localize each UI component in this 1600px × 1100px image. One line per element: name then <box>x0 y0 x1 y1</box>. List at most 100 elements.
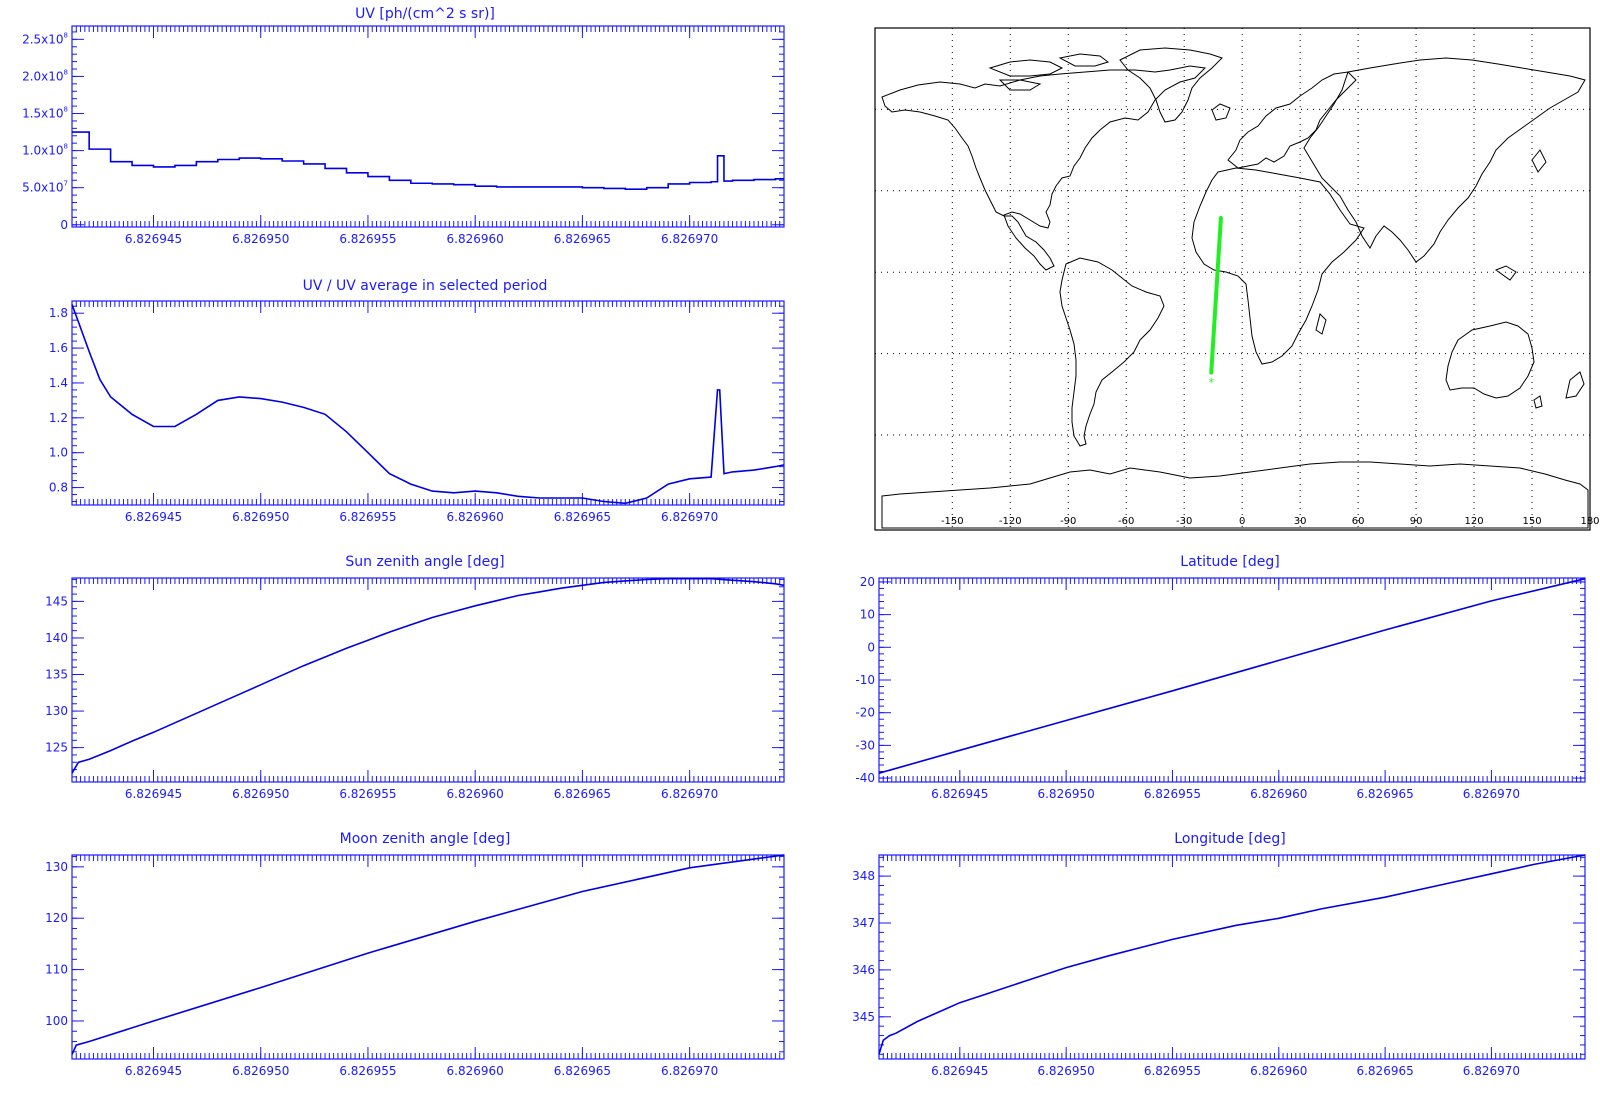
map-longitude-label: 150 <box>1522 516 1541 527</box>
uv-ratio-plot-frame <box>71 300 785 506</box>
x-tick-label: 6.826955 <box>1144 1064 1201 1078</box>
uv-plot-frame <box>71 25 785 228</box>
y-tick-label: 125 <box>45 741 68 755</box>
coast-arctic-islands <box>988 53 1110 91</box>
map-longitude-label: 60 <box>1352 516 1365 527</box>
moon-zenith-plot-frame <box>71 854 785 1060</box>
x-tick-label: 6.826965 <box>554 510 611 524</box>
y-tick-label: 0 <box>60 218 68 232</box>
y-tick-label: 5.0x107 <box>22 180 68 195</box>
y-tick-label: 0.8 <box>49 481 68 495</box>
y-tick-label: 10 <box>860 608 875 622</box>
uv-ratio-series-line <box>71 304 785 505</box>
latitude-plot-frame <box>878 577 1586 783</box>
y-tick-label: 2.5x108 <box>22 31 68 46</box>
sun-zenith-title: Sun zenith angle [deg] <box>345 554 504 570</box>
x-tick-label: 6.826970 <box>661 510 718 524</box>
x-tick-label: 6.826950 <box>1037 1064 1094 1078</box>
x-tick-label: 6.826960 <box>447 1064 504 1078</box>
coast-antarctica <box>881 461 1589 529</box>
y-tick-label: 1.8 <box>49 306 68 320</box>
sun-zenith-plot-frame <box>71 577 785 783</box>
map-longitude-label: 120 <box>1465 516 1484 527</box>
y-tick-label: 140 <box>45 631 68 645</box>
moon-zenith-title: Moon zenith angle [deg] <box>340 831 511 847</box>
uv-series-line <box>72 131 784 190</box>
longitude-title: Longitude [deg] <box>1174 831 1285 847</box>
coast-north-america <box>881 65 1207 271</box>
x-tick-label: 6.826950 <box>232 1064 289 1078</box>
x-tick-label: 6.826960 <box>1250 1064 1307 1078</box>
uv-panel: UV [ph/(cm^2 s sr)] 6.826945 6.826950 6.82… <box>22 6 785 246</box>
y-tick-label: 1.0x108 <box>22 143 68 158</box>
x-tick-label: 6.826945 <box>125 510 182 524</box>
coast-greenland <box>1119 47 1223 123</box>
y-tick-label: -40 <box>855 771 875 785</box>
longitude-axes: 6.826945 6.826950 6.826955 6.826960 6.826965… <box>852 854 1586 1078</box>
uv-ratio-panel: UV / UV average in selected period 6.826… <box>49 278 785 524</box>
x-tick-label: 6.826960 <box>447 787 504 801</box>
coast-australia <box>1445 321 1585 409</box>
x-tick-label: 6.826970 <box>1463 787 1520 801</box>
moon-zenith-axes: 6.826945 6.826950 6.826955 6.826960 6.826965… <box>45 854 785 1078</box>
y-tick-label: 1.2 <box>49 411 68 425</box>
map-longitude-label: 180 <box>1580 516 1599 527</box>
y-tick-label: 110 <box>45 963 68 977</box>
x-tick-label: 6.826955 <box>339 787 396 801</box>
map-longitude-label: -30 <box>1176 516 1192 527</box>
x-tick-label: 6.826970 <box>661 1064 718 1078</box>
x-tick-label: 6.826955 <box>339 232 396 246</box>
coast-south-america <box>1059 257 1165 447</box>
uv-title: UV [ph/(cm^2 s sr)] <box>355 6 495 22</box>
longitude-plot-frame <box>878 854 1586 1060</box>
x-tick-label: 6.826970 <box>661 232 718 246</box>
uv-ratio-title: UV / UV average in selected period <box>303 278 548 294</box>
latitude-axes: 6.826945 6.826950 6.826955 6.826960 6.826965… <box>855 575 1586 801</box>
x-tick-label: 6.826955 <box>339 1064 396 1078</box>
y-tick-label: 0 <box>867 640 875 654</box>
longitude-series-line <box>878 854 1586 1055</box>
x-tick-label: 6.826945 <box>931 1064 988 1078</box>
y-tick-label: 1.4 <box>49 376 68 390</box>
latitude-title: Latitude [deg] <box>1180 554 1279 570</box>
longitude-panel: Longitude [deg] 6.826945 6.826950 6.826955… <box>852 831 1586 1078</box>
map-longitude-label: -90 <box>1060 516 1076 527</box>
sun-zenith-axes: 6.826945 6.826950 6.826955 6.826960 6.826965… <box>45 577 785 801</box>
y-tick-label: 130 <box>45 704 68 718</box>
moon-zenith-panel: Moon zenith angle [deg] 6.826945 6.826950… <box>45 831 785 1078</box>
satellite-ground-track <box>1209 215 1223 375</box>
y-tick-label: 1.6 <box>49 341 68 355</box>
x-tick-label: 6.826960 <box>447 510 504 524</box>
y-tick-label: 345 <box>852 1010 875 1024</box>
x-tick-label: 6.826955 <box>339 510 396 524</box>
uv-axes: 6.826945 6.826950 6.826955 6.826960 6.826965… <box>22 25 785 246</box>
y-tick-label: 346 <box>852 963 875 977</box>
x-tick-label: 6.826965 <box>554 232 611 246</box>
x-tick-label: 6.826970 <box>661 787 718 801</box>
map-longitude-label: -60 <box>1118 516 1134 527</box>
map-longitude-label: -150 <box>941 516 964 527</box>
x-tick-label: 6.826960 <box>447 232 504 246</box>
y-tick-label: 348 <box>852 869 875 883</box>
map-longitude-label: 30 <box>1294 516 1307 527</box>
y-tick-label: -30 <box>855 738 875 752</box>
y-tick-label: -10 <box>855 673 875 687</box>
sun-zenith-series-line <box>71 577 785 774</box>
latitude-series-line <box>878 577 1586 774</box>
y-tick-label: -20 <box>855 706 875 720</box>
x-tick-label: 6.826945 <box>125 787 182 801</box>
coast-europe <box>1211 71 1357 169</box>
x-tick-label: 6.826945 <box>125 1064 182 1078</box>
y-tick-label: 20 <box>860 575 875 589</box>
x-tick-label: 6.826965 <box>1356 1064 1413 1078</box>
moon-zenith-series-line <box>71 854 785 1055</box>
world-map-panel: -150 -120 -90 -60 -30 0 30 60 90 120 150 180 * <box>874 27 1600 531</box>
coast-asia <box>1303 57 1586 281</box>
y-tick-label: 130 <box>45 860 68 874</box>
y-tick-label: 145 <box>45 594 68 608</box>
x-tick-label: 6.826970 <box>1463 1064 1520 1078</box>
x-tick-label: 6.826960 <box>1250 787 1307 801</box>
y-tick-label: 2.0x108 <box>22 68 68 83</box>
x-tick-label: 6.826950 <box>232 510 289 524</box>
